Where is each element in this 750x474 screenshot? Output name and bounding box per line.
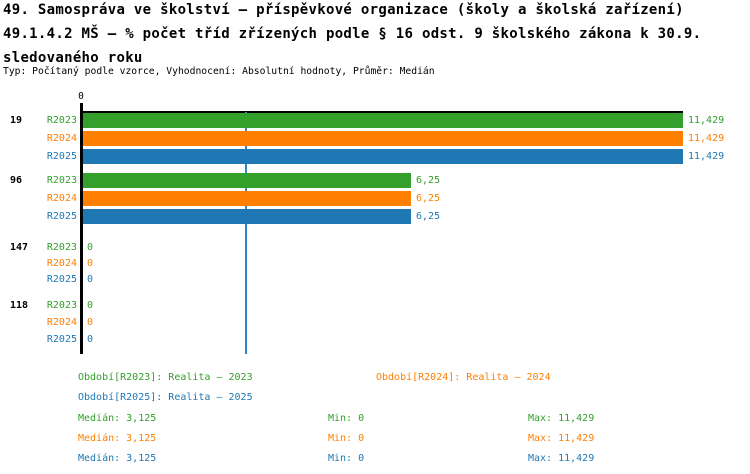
report-title-line2: 49.1.4.2 MŠ – % počet tříd zřízených pod… [3, 26, 702, 42]
legend-item-r2024: Období[R2024]: Realita – 2024 [376, 372, 551, 383]
bar-row: R2024 0 [0, 256, 750, 271]
bar-row: R2023 6,25 [0, 173, 750, 188]
bar-value-label: 0 [87, 258, 94, 269]
bar [83, 209, 411, 224]
bar-value-label: 0 [87, 334, 94, 345]
series-label: R2023 [46, 242, 77, 253]
y-axis-line [80, 103, 83, 354]
bar [83, 149, 683, 164]
series-label: R2025 [46, 211, 77, 222]
bar [83, 173, 411, 188]
series-label: R2023 [46, 115, 77, 126]
bar-row: R2023 0 [0, 240, 750, 255]
bar-row: R2024 11,429 [0, 131, 750, 146]
bar-row: R2023 0 [0, 298, 750, 313]
max-value: Max: 11,429 [528, 453, 595, 464]
bar-row: R2025 0 [0, 272, 750, 287]
report-title-line3: sledovaného roku [3, 50, 143, 66]
bar-value-label: 0 [87, 274, 94, 285]
bar-row: R2023 11,429 [0, 113, 750, 128]
max-value: Max: 11,429 [528, 433, 595, 444]
legend-item-r2025: Období[R2025]: Realita – 2025 [78, 392, 253, 403]
stats-row-r2023: Medián: 3,125 Min: 0 Max: 11,429 [0, 412, 750, 425]
bar-row: R2025 6,25 [0, 209, 750, 224]
bar [83, 191, 411, 206]
category-label: 96 [10, 175, 23, 186]
bar-value-label: 11,429 [688, 133, 725, 144]
bar-value-label: 6,25 [416, 175, 441, 186]
median-value: Medián: 3,125 [78, 413, 157, 424]
bar-row: R2025 11,429 [0, 149, 750, 164]
x-axis-line [80, 111, 683, 113]
stats-row-r2025: Medián: 3,125 Min: 0 Max: 11,429 [0, 452, 750, 465]
series-label: R2024 [46, 193, 77, 204]
bar-value-label: 0 [87, 300, 94, 311]
median-value: Medián: 3,125 [78, 453, 157, 464]
bar-value-label: 11,429 [688, 151, 725, 162]
x-axis-tick-label: 0 [78, 91, 84, 102]
series-label: R2024 [46, 317, 77, 328]
report-meta: Typ: Počítaný podle vzorce, Vyhodnocení:… [3, 66, 435, 77]
category-label: 118 [10, 300, 29, 311]
bar-value-label: 0 [87, 242, 94, 253]
bar-row: R2024 6,25 [0, 191, 750, 206]
bar [83, 113, 683, 128]
series-label: R2024 [46, 258, 77, 269]
series-label: R2025 [46, 274, 77, 285]
bar-value-label: 6,25 [416, 193, 441, 204]
report-title-line1: 49. Samospráva ve školství – příspěvkové… [3, 2, 684, 18]
median-line [245, 112, 247, 354]
series-label: R2024 [46, 133, 77, 144]
max-value: Max: 11,429 [528, 413, 595, 424]
median-value: Medián: 3,125 [78, 433, 157, 444]
category-label: 19 [10, 115, 23, 126]
min-value: Min: 0 [328, 413, 365, 424]
series-label: R2023 [46, 175, 77, 186]
series-label: R2025 [46, 151, 77, 162]
bar-row: R2025 0 [0, 332, 750, 347]
series-label: R2025 [46, 334, 77, 345]
bar-value-label: 11,429 [688, 115, 725, 126]
min-value: Min: 0 [328, 453, 365, 464]
legend-item-r2023: Období[R2023]: Realita – 2023 [78, 372, 253, 383]
bar-value-label: 6,25 [416, 211, 441, 222]
bar [83, 131, 683, 146]
min-value: Min: 0 [328, 433, 365, 444]
category-label: 147 [10, 242, 29, 253]
stats-row-r2024: Medián: 3,125 Min: 0 Max: 11,429 [0, 432, 750, 445]
series-label: R2023 [46, 300, 77, 311]
bar-value-label: 0 [87, 317, 94, 328]
bar-row: R2024 0 [0, 315, 750, 330]
